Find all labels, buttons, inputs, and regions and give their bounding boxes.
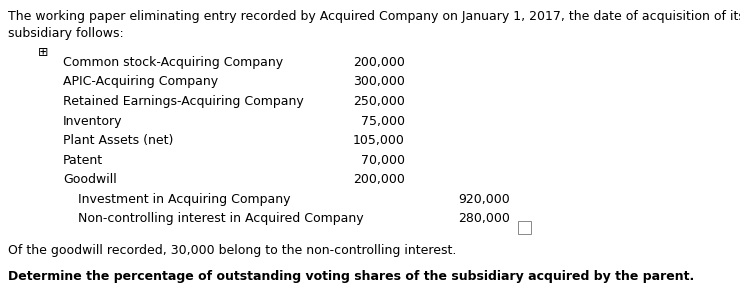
- Text: Common stock-Acquiring Company: Common stock-Acquiring Company: [63, 56, 283, 69]
- Text: APIC-Acquiring Company: APIC-Acquiring Company: [63, 75, 218, 88]
- Text: subsidiary follows:: subsidiary follows:: [8, 27, 124, 40]
- Text: 200,000: 200,000: [353, 56, 405, 69]
- Text: Of the goodwill recorded, 30,000 belong to the non-controlling interest.: Of the goodwill recorded, 30,000 belong …: [8, 244, 457, 257]
- Text: Goodwill: Goodwill: [63, 173, 117, 186]
- Bar: [518, 221, 531, 234]
- Text: Retained Earnings-Acquiring Company: Retained Earnings-Acquiring Company: [63, 95, 303, 108]
- Text: Investment in Acquiring Company: Investment in Acquiring Company: [78, 192, 291, 205]
- Text: 200,000: 200,000: [353, 173, 405, 186]
- Text: Inventory: Inventory: [63, 114, 123, 127]
- Text: 250,000: 250,000: [353, 95, 405, 108]
- Text: Plant Assets (net): Plant Assets (net): [63, 134, 173, 147]
- Text: 300,000: 300,000: [353, 75, 405, 88]
- Text: Non-controlling interest in Acquired Company: Non-controlling interest in Acquired Com…: [78, 212, 363, 225]
- Text: 280,000: 280,000: [458, 212, 510, 225]
- Text: 70,000: 70,000: [361, 153, 405, 166]
- Text: The working paper eliminating entry recorded by Acquired Company on January 1, 2: The working paper eliminating entry reco…: [8, 10, 740, 23]
- Text: 75,000: 75,000: [361, 114, 405, 127]
- Text: ⊞: ⊞: [38, 46, 49, 59]
- Text: Determine the percentage of outstanding voting shares of the subsidiary acquired: Determine the percentage of outstanding …: [8, 270, 694, 283]
- Text: Patent: Patent: [63, 153, 103, 166]
- Text: 920,000: 920,000: [458, 192, 510, 205]
- Text: 105,000: 105,000: [353, 134, 405, 147]
